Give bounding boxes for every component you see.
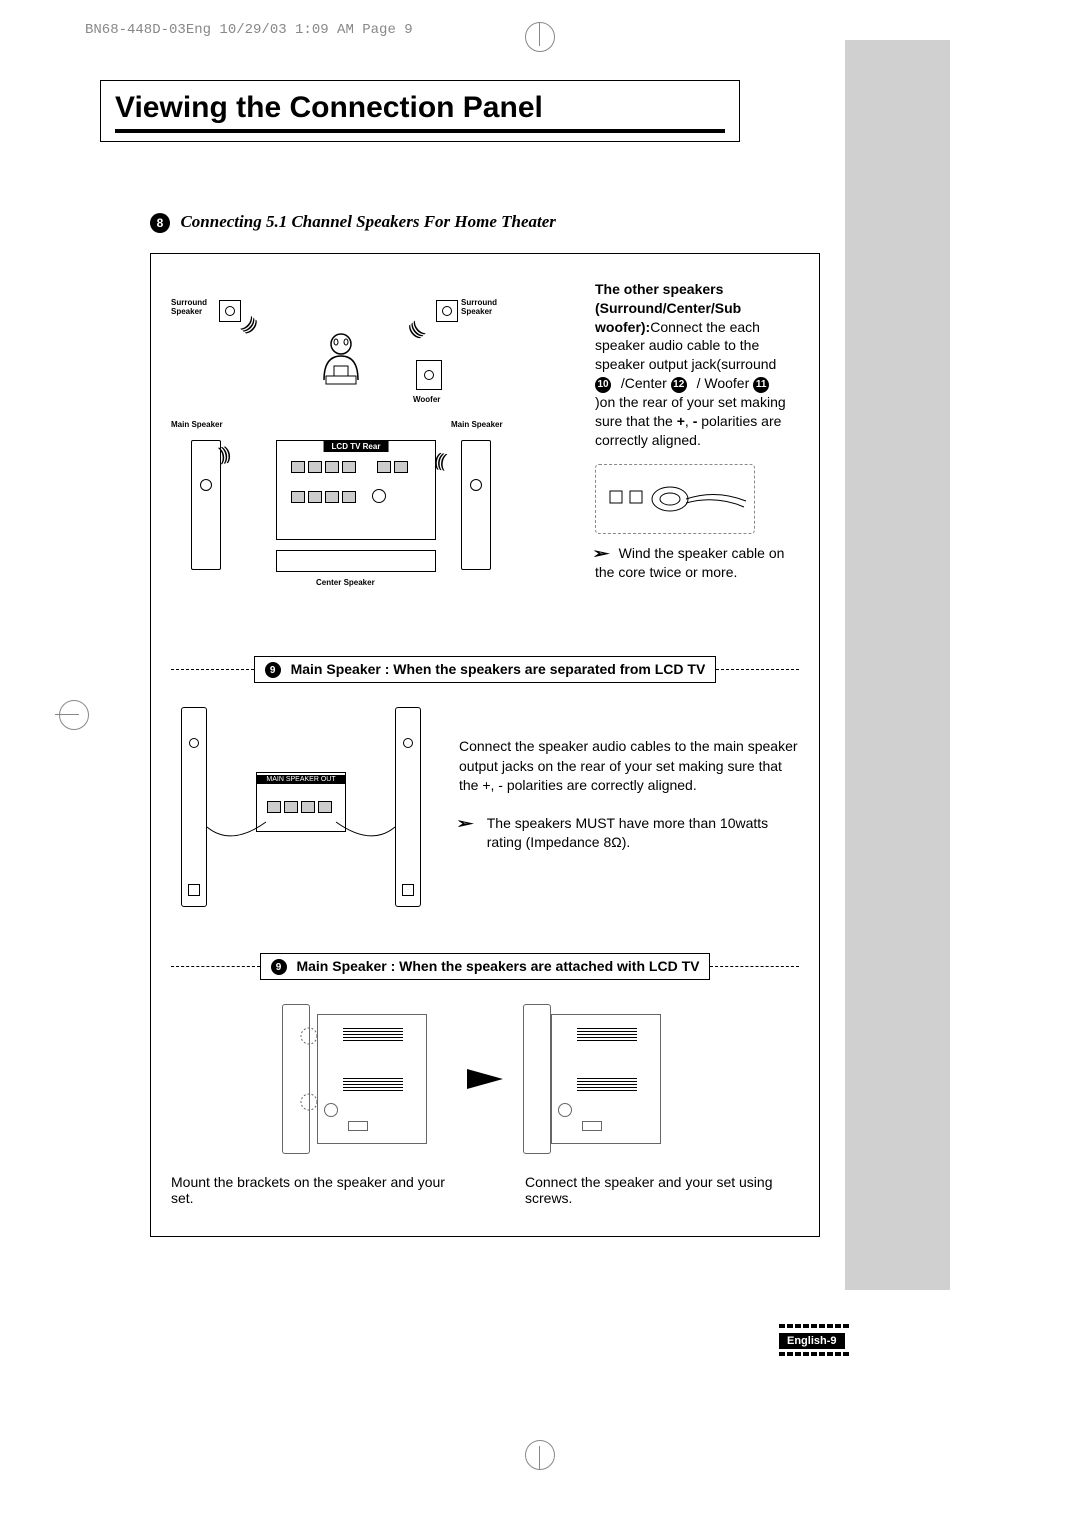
speaker-layout-diagram: Surround Speaker ))) Surround Speaker ))… <box>171 280 571 620</box>
ref-10: 10 <box>595 377 611 393</box>
label-surround-right: Surround Speaker <box>461 298 506 316</box>
arrow-icon: ➢ <box>456 814 474 834</box>
speaker-attached-icon <box>523 1004 551 1154</box>
label-main-left: Main Speaker <box>171 420 223 429</box>
section-9a-row: MAIN SPEAKER OUT Connect the speaker aud… <box>171 707 799 917</box>
person-icon <box>316 330 366 390</box>
surround-speaker-right-icon <box>436 300 458 322</box>
page-title: Viewing the Connection Panel <box>115 91 725 133</box>
ref-11: 11 <box>753 377 769 393</box>
arrow-icon: ➢ <box>592 544 610 563</box>
separated-speakers-diagram: MAIN SPEAKER OUT <box>171 707 431 917</box>
page-footer: English-9 <box>779 1324 849 1356</box>
note-text: The speakers MUST have more than 10watts… <box>487 814 799 853</box>
section-8-subtitle: Connecting 5.1 Channel Speakers For Home… <box>180 212 555 231</box>
core-note: ➢ Wind the speaker cable on the core twi… <box>595 544 799 582</box>
label-center: Center Speaker <box>316 578 375 587</box>
section-number-9b: 9 <box>271 959 287 975</box>
sound-wave-icon: ))) <box>239 313 259 335</box>
caption-left: Mount the brackets on the speaker and yo… <box>171 1174 445 1206</box>
content-box: Surround Speaker ))) Surround Speaker ))… <box>150 253 820 1238</box>
section-number-8: 8 <box>150 213 170 233</box>
page-content: Viewing the Connection Panel 8 Connectin… <box>100 80 870 1237</box>
center-speaker-icon <box>276 550 436 572</box>
main-speaker-right-icon <box>461 440 491 570</box>
title-box: Viewing the Connection Panel <box>100 80 740 142</box>
lcd-rear-label: LCD TV Rear <box>324 441 389 452</box>
page-number: English-9 <box>779 1333 845 1349</box>
body-text: /Center <box>621 375 667 391</box>
caption-right: Connect the speaker and your set using s… <box>525 1174 799 1206</box>
plus-sign: + <box>677 413 685 429</box>
label-main-right: Main Speaker <box>451 420 503 429</box>
label-surround-left: Surround Speaker <box>171 298 216 316</box>
divider-9b: 9 Main Speaker : When the speakers are a… <box>171 953 799 980</box>
section-9b-row <box>171 1004 799 1154</box>
note-text: Wind the speaker cable on the core twice… <box>595 545 784 580</box>
cable-lines <box>171 707 431 917</box>
mount-bracket-diagram <box>277 1004 447 1154</box>
section-number-9a: 9 <box>265 662 281 678</box>
arrow-right-icon <box>467 1069 503 1089</box>
divider-9a: 9 Main Speaker : When the speakers are s… <box>171 656 799 683</box>
tv-attached-icon <box>551 1014 661 1144</box>
surround-speaker-left-icon <box>219 300 241 322</box>
ref-12: 12 <box>671 377 687 393</box>
section-8-heading: 8 Connecting 5.1 Channel Speakers For Ho… <box>150 212 870 233</box>
attached-result-diagram <box>523 1004 693 1154</box>
section-9b-title: Main Speaker : When the speakers are att… <box>296 958 699 974</box>
cable-core-diagram <box>595 464 755 534</box>
section-8-row: Surround Speaker ))) Surround Speaker ))… <box>171 280 799 620</box>
body-text: Connect the speaker audio cables to the … <box>459 737 799 796</box>
caption-row: Mount the brackets on the speaker and yo… <box>171 1174 799 1206</box>
section-9b-title-box: 9 Main Speaker : When the speakers are a… <box>260 953 711 980</box>
section-9a-note: ➢ The speakers MUST have more than 10wat… <box>459 814 799 853</box>
lcd-tv-rear-panel: LCD TV Rear <box>276 440 436 540</box>
crop-mark-bottom <box>525 1440 555 1470</box>
sound-wave-icon: ))) <box>435 451 447 473</box>
label-woofer: Woofer <box>413 395 440 404</box>
crop-mark-left <box>55 700 85 730</box>
crop-mark-top <box>525 22 555 52</box>
section-9a-description: Connect the speaker audio cables to the … <box>459 707 799 853</box>
body-text: / Woofer <box>697 375 750 391</box>
sound-wave-icon: ))) <box>407 319 427 341</box>
section-9a-title-box: 9 Main Speaker : When the speakers are s… <box>254 656 717 683</box>
print-header-meta: BN68-448D-03Eng 10/29/03 1:09 AM Page 9 <box>85 22 413 38</box>
section-8-description: The other speakers (Surround/Center/Sub … <box>595 280 799 620</box>
main-speaker-left-icon <box>191 440 221 570</box>
section-9a-title: Main Speaker : When the speakers are sep… <box>291 661 706 677</box>
woofer-icon <box>416 360 442 390</box>
